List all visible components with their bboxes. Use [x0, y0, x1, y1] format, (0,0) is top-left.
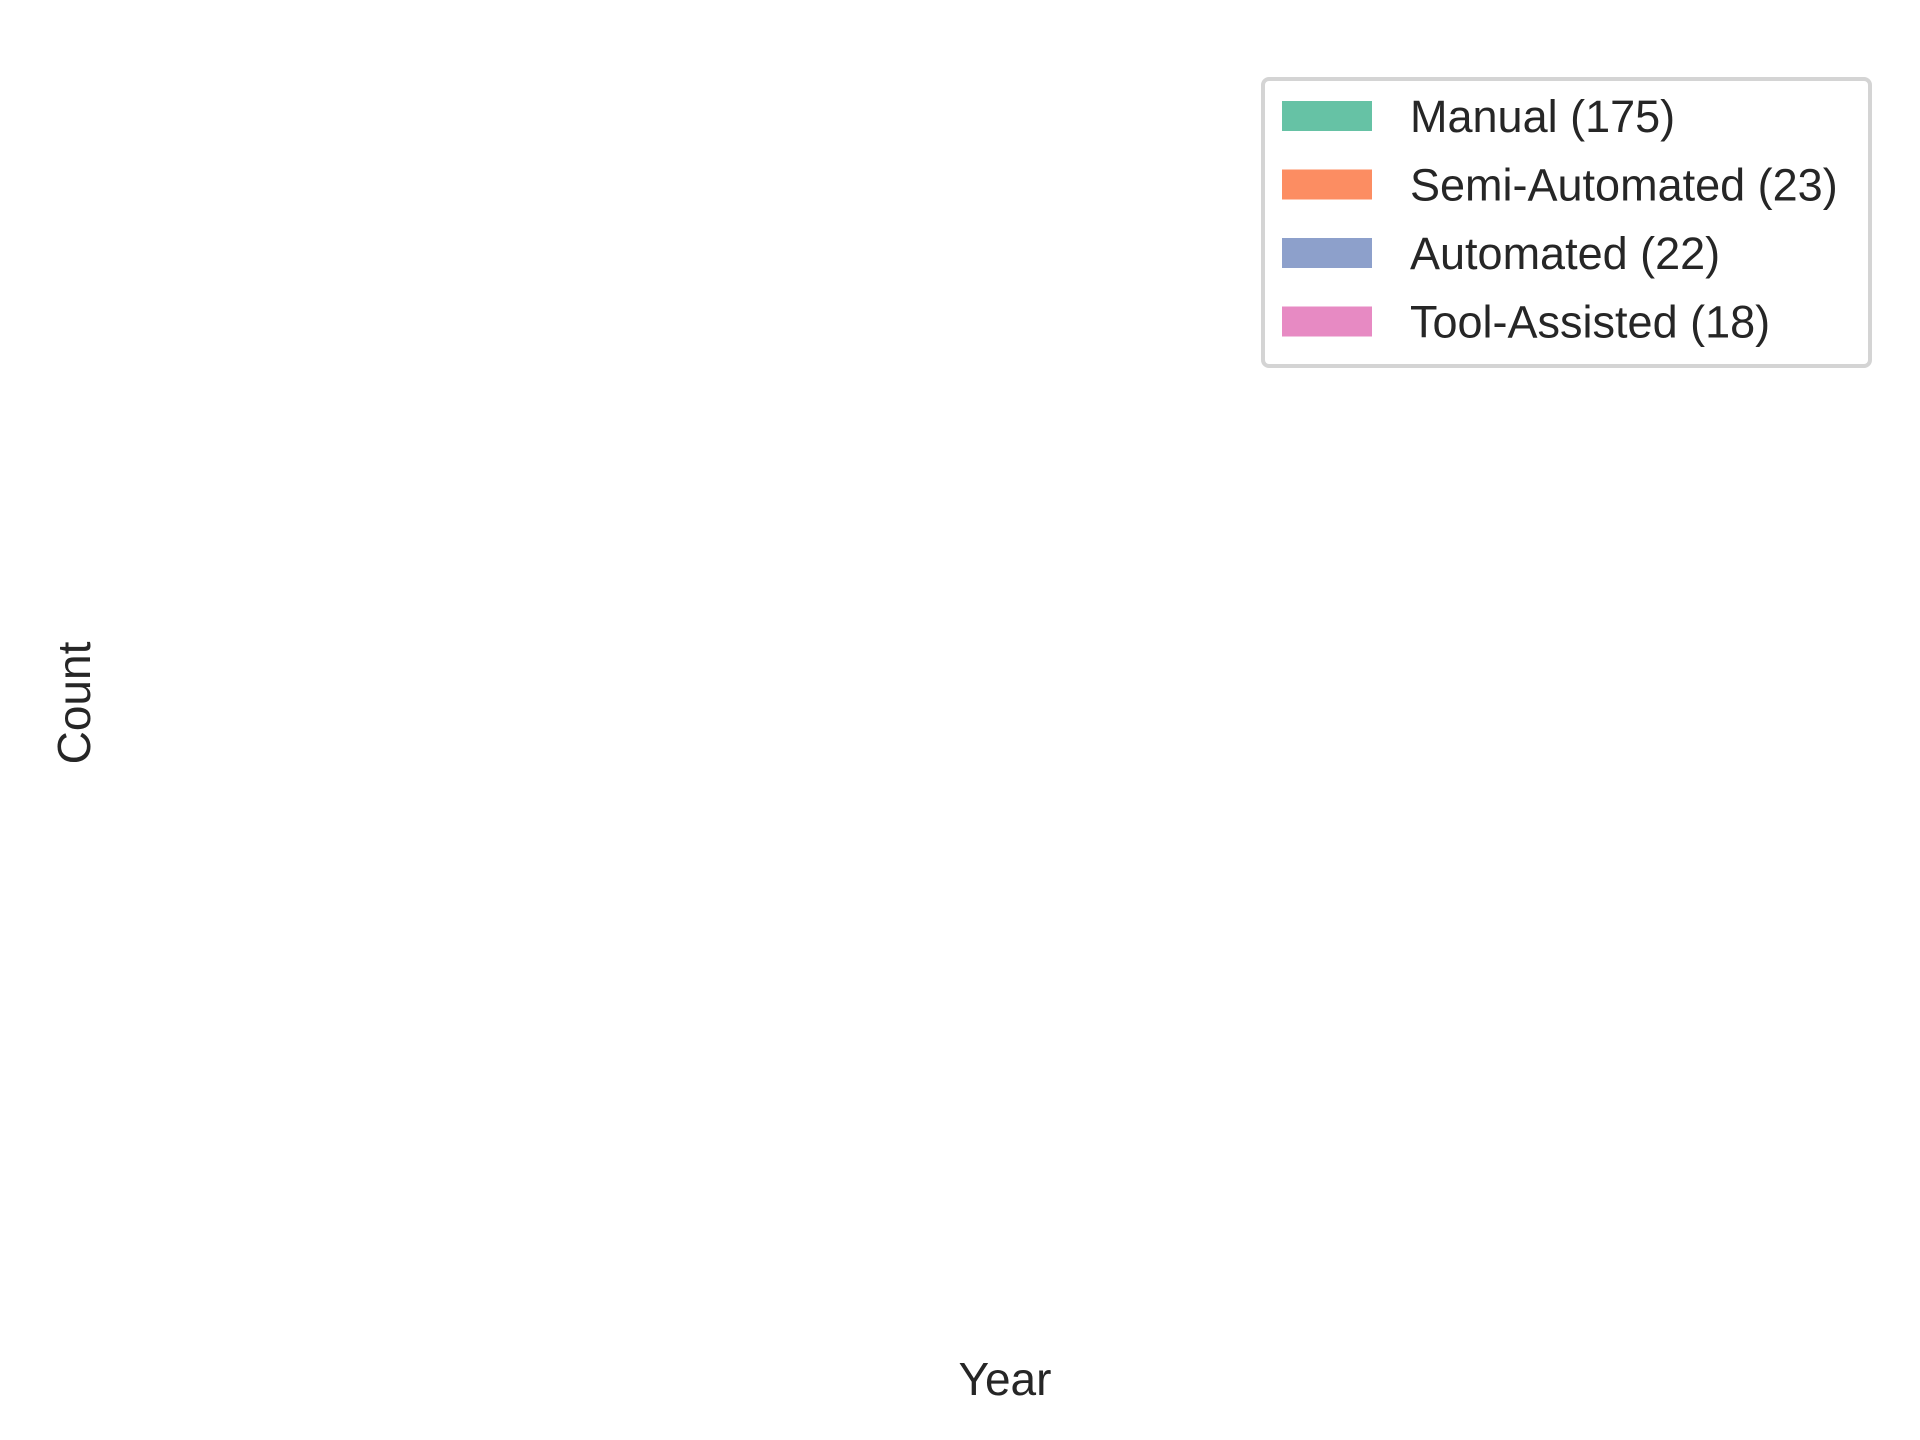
legend-swatch — [1282, 306, 1372, 337]
legend-entries: Manual (175) Semi-Automated (23) Automated… — [1282, 91, 1838, 348]
legend: Manual (175) Semi-Automated (23) Automated… — [1261, 77, 1872, 368]
legend-swatch — [1282, 101, 1372, 131]
legend-label: Semi-Automated (23) — [1410, 160, 1838, 211]
y-axis-label: Count — [48, 641, 100, 764]
legend-label: Automated (22) — [1410, 228, 1720, 279]
legend-label: Tool-Assisted (18) — [1410, 297, 1770, 348]
legend-swatch — [1282, 238, 1372, 268]
legend-frame — [1261, 77, 1872, 368]
x-axis-label: Year — [959, 1353, 1052, 1405]
legend-label: Manual (175) — [1410, 91, 1675, 142]
legend-swatch — [1282, 169, 1372, 200]
